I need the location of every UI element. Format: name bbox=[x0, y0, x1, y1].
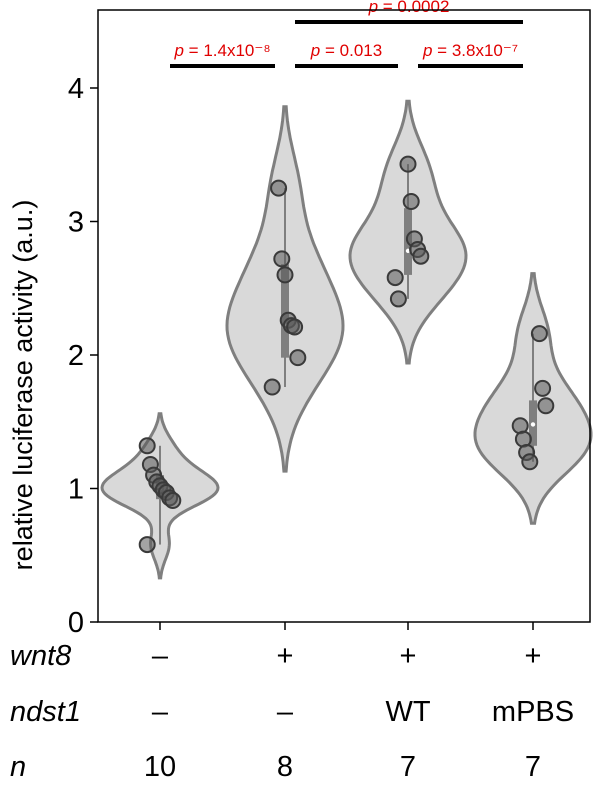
cell-wnt8-0: – bbox=[152, 640, 169, 672]
p-value-label-0: p = 1.4x10⁻⁸ bbox=[173, 41, 270, 60]
data-point-0-0 bbox=[138, 437, 156, 455]
data-point-2-1 bbox=[402, 192, 420, 210]
y-tick-label-2: 2 bbox=[68, 340, 84, 372]
condition-table: wnt8 – + + + ndst1 – – WT mPBS n 10 8 7 7 bbox=[10, 640, 574, 783]
data-point-1-0 bbox=[270, 179, 288, 197]
p-value-label-3: p = 0.0002 bbox=[368, 0, 450, 16]
row-label-wnt8: wnt8 bbox=[10, 640, 71, 672]
median-dot-3 bbox=[530, 422, 536, 427]
data-point-3-1 bbox=[534, 379, 552, 397]
data-point-0-9 bbox=[138, 536, 156, 554]
cell-n-3: 7 bbox=[525, 751, 541, 783]
data-point-2-4 bbox=[412, 247, 430, 265]
data-point-1-5 bbox=[286, 318, 304, 336]
cell-n-0: 10 bbox=[144, 751, 176, 783]
significance-brackets: p = 1.4x10⁻⁸ p = 0.013 p = 3.8x10⁻⁷ p = 0.0… bbox=[170, 0, 523, 68]
y-tick-label-0: 0 bbox=[68, 607, 84, 639]
data-point-1-7 bbox=[263, 378, 281, 396]
data-point-3-0 bbox=[530, 325, 548, 343]
y-tick-label-3: 3 bbox=[68, 207, 84, 239]
p-value-label-1: p = 0.013 bbox=[310, 41, 382, 60]
y-tick-label-1: 1 bbox=[68, 474, 84, 506]
data-point-1-1 bbox=[273, 250, 291, 268]
y-tick-label-4: 4 bbox=[68, 73, 84, 105]
data-point-3-2 bbox=[537, 397, 555, 415]
data-point-3-6 bbox=[521, 453, 539, 471]
iqr-box-1 bbox=[281, 264, 289, 358]
data-point-2-5 bbox=[386, 269, 404, 287]
data-point-1-2 bbox=[276, 266, 294, 284]
y-axis-label: relative luciferase activity (a.u.) bbox=[8, 200, 38, 571]
cell-n-1: 8 bbox=[277, 751, 293, 783]
p-value-label-2: p = 3.8x10⁻⁷ bbox=[422, 41, 518, 60]
row-label-n: n bbox=[10, 751, 26, 783]
row-label-ndst1: ndst1 bbox=[10, 696, 81, 728]
cell-n-2: 7 bbox=[400, 751, 416, 783]
cell-ndst1-2: WT bbox=[385, 696, 430, 728]
cell-wnt8-1: + bbox=[277, 640, 294, 672]
data-point-2-0 bbox=[399, 155, 417, 173]
cell-ndst1-3: mPBS bbox=[492, 696, 574, 728]
cell-ndst1-0: – bbox=[152, 696, 169, 728]
median-dot-2 bbox=[405, 248, 411, 254]
data-point-0-8 bbox=[164, 492, 182, 510]
data-points-layer bbox=[138, 155, 555, 554]
plot-frame bbox=[97, 9, 591, 623]
cell-wnt8-3: + bbox=[525, 640, 542, 672]
data-point-1-6 bbox=[289, 349, 307, 367]
cell-wnt8-2: + bbox=[400, 640, 417, 672]
data-point-2-6 bbox=[389, 290, 407, 308]
axes: 0 1 2 3 4 relative luciferase activity (a.u.) bbox=[8, 9, 591, 639]
cell-ndst1-1: – bbox=[277, 696, 294, 728]
